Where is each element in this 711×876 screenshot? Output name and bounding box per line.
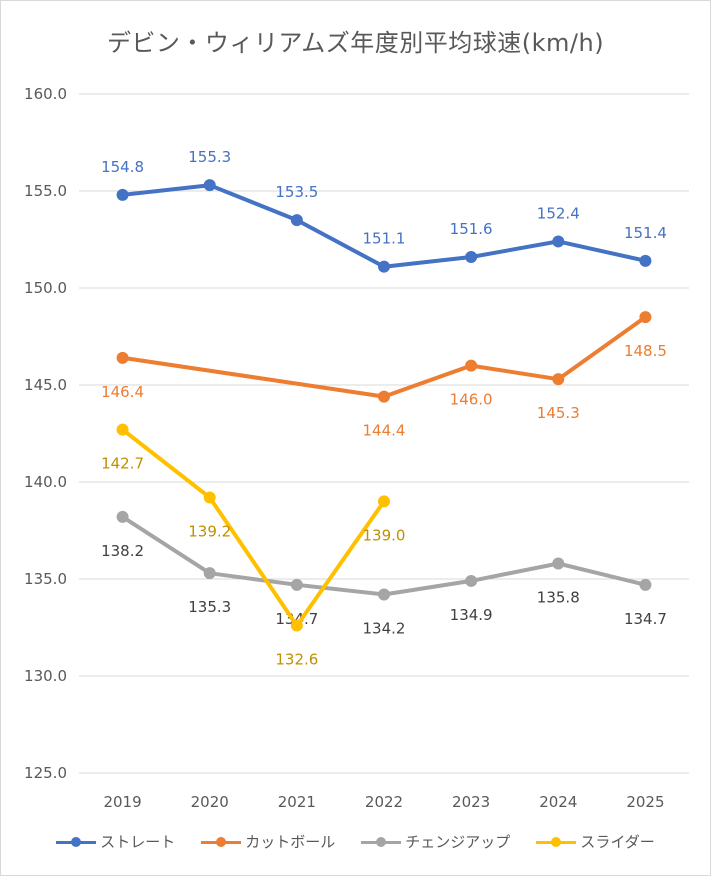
data-point [465, 250, 478, 263]
y-tick-label: 155.0 [24, 182, 67, 200]
legend-label: カットボール [245, 833, 336, 851]
legend-label: スライダー [580, 833, 655, 851]
data-point [465, 574, 478, 587]
y-tick-label: 130.0 [24, 667, 67, 685]
y-tick-label: 145.0 [24, 376, 67, 394]
data-label: 142.7 [101, 455, 144, 473]
data-label: 139.2 [188, 523, 231, 541]
data-point [378, 495, 390, 508]
data-label: 146.0 [450, 391, 493, 409]
legend-item: カットボール [201, 831, 335, 852]
legend-swatch [361, 835, 402, 849]
data-label: 151.4 [624, 224, 667, 242]
data-point [290, 214, 303, 227]
x-tick-label: 2024 [539, 793, 577, 811]
data-point [552, 235, 565, 248]
legend-label: ストレート [100, 833, 176, 851]
legend-item: ストレート [56, 831, 175, 852]
data-point [116, 423, 129, 436]
y-tick-label: 135.0 [24, 570, 67, 588]
data-point [552, 557, 565, 570]
data-point [116, 510, 129, 523]
legend-swatch [56, 835, 97, 849]
x-tick-label: 2019 [103, 793, 141, 811]
x-tick-label: 2023 [452, 793, 490, 811]
y-tick-label: 150.0 [24, 279, 67, 297]
legend-item: チェンジアップ [361, 831, 510, 852]
data-point [552, 373, 565, 386]
legend-item: スライダー [536, 831, 655, 852]
data-label: 146.4 [101, 383, 144, 401]
chart-legend: ストレート カットボール チェンジアップ スライダー [1, 831, 710, 852]
data-point [378, 588, 390, 601]
y-tick-label: 160.0 [24, 85, 67, 103]
data-point [290, 619, 303, 632]
data-point [203, 491, 216, 504]
x-tick-label: 2025 [626, 793, 664, 811]
series-line-1 [120, 183, 648, 269]
data-label: 144.4 [363, 422, 406, 440]
y-tick-label: 125.0 [24, 764, 67, 782]
data-point [378, 260, 390, 273]
legend-label: チェンジアップ [405, 833, 511, 851]
data-label: 155.3 [188, 148, 231, 166]
data-point [378, 390, 390, 403]
data-label: 135.3 [188, 598, 231, 616]
data-label: 139.0 [363, 526, 406, 544]
legend-swatch [536, 835, 577, 849]
data-label: 134.7 [275, 610, 318, 628]
data-point [639, 254, 652, 267]
x-tick-label: 2022 [365, 793, 403, 811]
data-point [639, 578, 652, 591]
data-label: 134.9 [450, 606, 493, 624]
legend-swatch [201, 835, 242, 849]
data-point [290, 578, 303, 591]
data-point [639, 311, 652, 324]
x-tick-label: 2021 [278, 793, 316, 811]
chart-title: デビン・ウィリアムズ年度別平均球速(km/h) [106, 29, 605, 57]
data-label: 134.7 [624, 610, 667, 628]
data-label: 138.2 [101, 542, 144, 560]
data-label: 148.5 [624, 342, 667, 360]
data-label: 151.1 [363, 230, 406, 248]
series-line-4 [120, 427, 386, 628]
data-label: 153.5 [275, 183, 318, 201]
x-tick-label: 2020 [191, 793, 229, 811]
data-label: 135.8 [537, 588, 580, 606]
data-label: 151.6 [450, 220, 493, 238]
data-point [203, 179, 216, 192]
data-label: 132.6 [275, 651, 318, 669]
data-label: 154.8 [101, 158, 144, 176]
y-tick-label: 140.0 [24, 473, 67, 491]
data-point [465, 359, 478, 372]
data-label: 152.4 [537, 204, 580, 222]
data-point [116, 351, 129, 364]
data-point [116, 188, 129, 201]
data-label: 134.2 [363, 620, 406, 638]
data-point [203, 567, 216, 580]
data-label: 145.3 [537, 404, 580, 422]
